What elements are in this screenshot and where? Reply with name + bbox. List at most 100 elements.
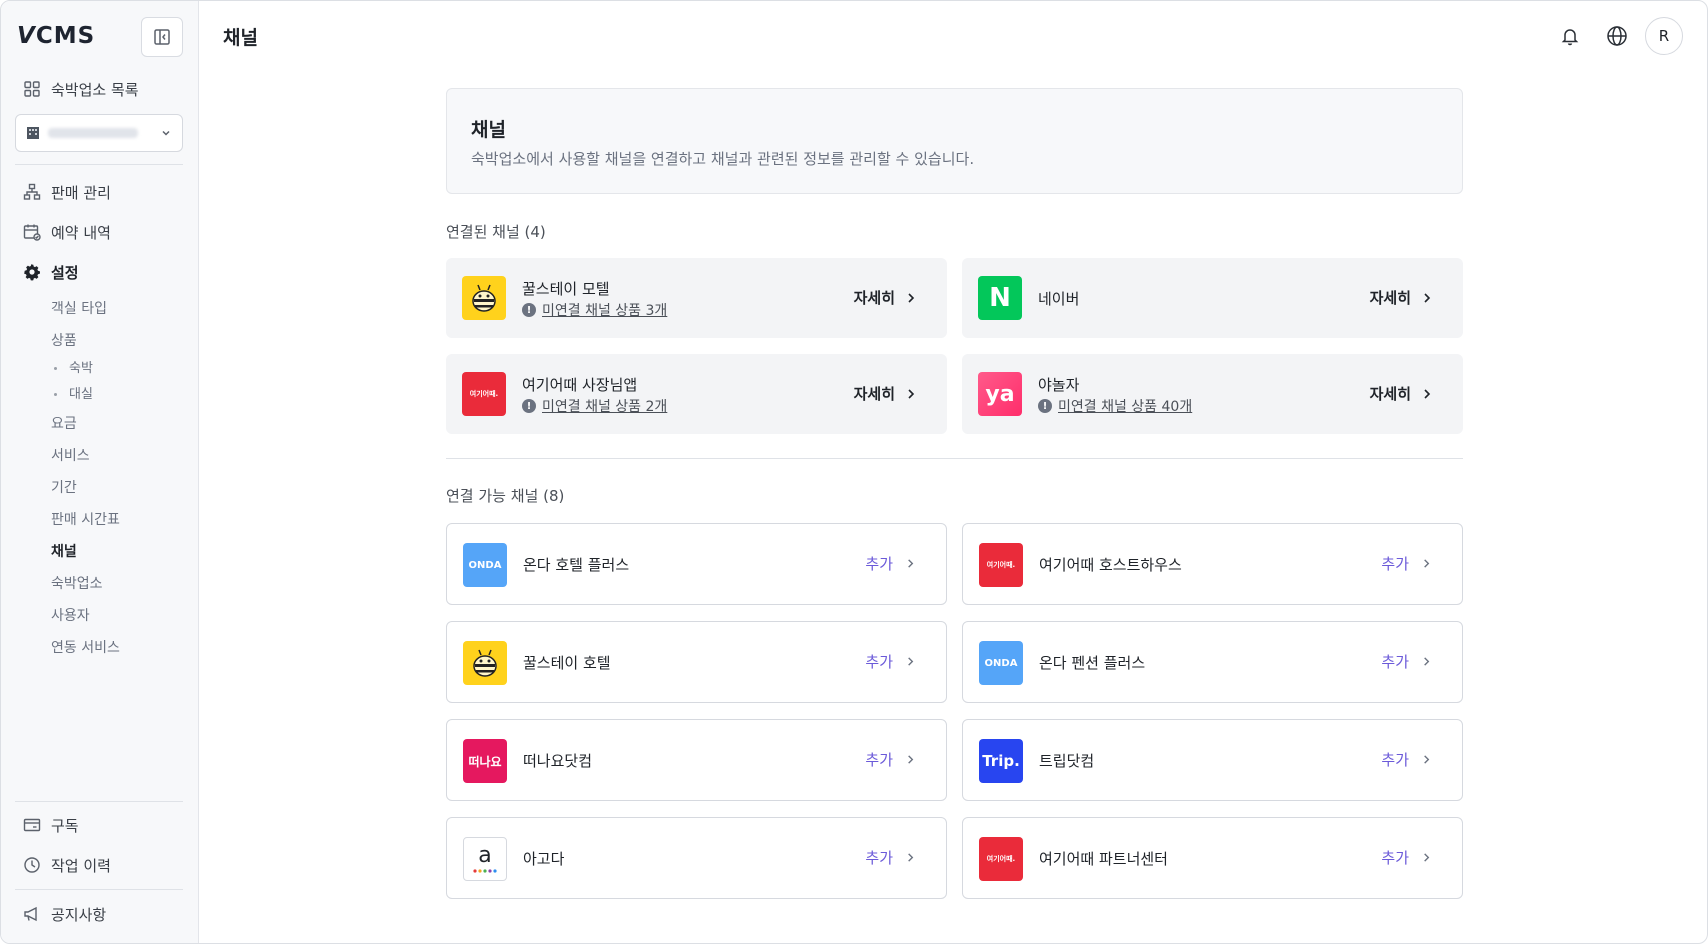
app-logo[interactable]: VCMS xyxy=(17,23,96,49)
sidebar-sub-users[interactable]: 사용자 xyxy=(51,608,90,624)
connected-channel-card[interactable]: 꿀스테이 모텔 ! 미연결 채널 상품 3개 자세히 xyxy=(446,258,947,338)
sidebar-item-label: 판매 관리 xyxy=(51,183,111,202)
sidebar-divider xyxy=(15,801,183,802)
globe-icon xyxy=(1607,26,1627,46)
add-channel-button[interactable]: 추가 xyxy=(1381,553,1432,574)
available-channel-card[interactable]: 꿀스테이 호텔 추가 xyxy=(446,621,947,703)
available-channel-card[interactable]: Trip. 트립닷컴 추가 xyxy=(962,719,1463,801)
detail-label: 자세히 xyxy=(1369,289,1411,307)
chevron-right-icon xyxy=(1424,853,1430,862)
property-name xyxy=(48,128,138,138)
page-title: 채널 xyxy=(223,27,258,49)
sidebar-item-reservations[interactable]: 예약 내역 xyxy=(23,219,111,245)
unlinked-products-link[interactable]: 미연결 채널 상품 3개 xyxy=(542,303,668,319)
channel-detail-button[interactable]: 자세히 xyxy=(1370,383,1433,404)
channel-name: 떠나요닷컴 xyxy=(523,752,593,770)
calendar-check-icon xyxy=(23,224,41,241)
intro-description: 숙박업소에서 사용할 채널을 연결하고 채널과 관련된 정보를 관리할 수 있습… xyxy=(471,150,975,168)
chevron-right-icon xyxy=(1424,755,1430,764)
connected-channel-card[interactable]: 여기어때. 여기어때 사장님앱 ! 미연결 채널 상품 2개 자세히 xyxy=(446,354,947,434)
add-label: 추가 xyxy=(865,653,893,671)
channel-name: 트립닷컴 xyxy=(1039,752,1095,770)
chevron-right-icon xyxy=(908,657,914,666)
sidebar-item-label: 설정 xyxy=(51,263,79,282)
detail-label: 자세히 xyxy=(853,385,895,403)
add-channel-button[interactable]: 추가 xyxy=(1381,847,1432,868)
building-icon xyxy=(27,127,39,139)
add-label: 추가 xyxy=(865,849,893,867)
sidebar-item-sales[interactable]: 판매 관리 xyxy=(23,179,111,205)
channel-name: 네이버 xyxy=(1038,290,1080,308)
available-channel-card[interactable]: ONDA 온다 펜션 플러스 추가 xyxy=(962,621,1463,703)
channel-detail-button[interactable]: 자세히 xyxy=(854,383,917,404)
sidebar-subsub-stay[interactable]: 숙박 xyxy=(54,357,93,376)
sidebar-sub-services[interactable]: 서비스 xyxy=(51,448,90,464)
add-label: 추가 xyxy=(865,751,893,769)
unlinked-products-notice: ! 미연결 채널 상품 3개 xyxy=(522,300,667,320)
sidebar-sub-periods[interactable]: 기간 xyxy=(51,480,77,496)
available-channels-title: 연결 가능 채널 (8) xyxy=(446,487,565,505)
chevron-right-icon xyxy=(1424,657,1430,666)
channel-name: 여기어때 파트너센터 xyxy=(1039,850,1168,868)
add-channel-button[interactable]: 추가 xyxy=(865,553,916,574)
sidebar-sub-property[interactable]: 숙박업소 xyxy=(51,576,103,592)
available-channel-card[interactable]: ONDA 온다 호텔 플러스 추가 xyxy=(446,523,947,605)
unlinked-products-link[interactable]: 미연결 채널 상품 40개 xyxy=(1058,399,1193,415)
property-select[interactable] xyxy=(15,114,183,152)
sidebar-sub-room-type[interactable]: 객실 타입 xyxy=(51,301,107,317)
sidebar-item-history[interactable]: 작업 이력 xyxy=(23,852,111,878)
sidebar-item-subscription[interactable]: 구독 xyxy=(23,812,79,838)
onda-logo: ONDA xyxy=(463,543,507,587)
connected-channel-card[interactable]: ya 야놀자 ! 미연결 채널 상품 40개 자세히 xyxy=(962,354,1463,434)
ddnayo-logo: 떠나요 xyxy=(463,739,507,783)
sidebar-sub-channels[interactable]: 채널 xyxy=(51,544,77,560)
section-divider xyxy=(446,458,1463,459)
chevron-right-icon xyxy=(908,755,914,764)
intro-panel: 채널 숙박업소에서 사용할 채널을 연결하고 채널과 관련된 정보를 관리할 수… xyxy=(446,88,1463,194)
user-avatar[interactable]: R xyxy=(1645,17,1683,55)
sidebar-item-notices[interactable]: 공지사항 xyxy=(23,901,106,927)
detail-label: 자세히 xyxy=(1369,385,1411,403)
channel-detail-button[interactable]: 자세히 xyxy=(854,287,917,308)
sidebar-sub-products[interactable]: 상품 xyxy=(51,333,77,349)
sidebar-collapse-icon xyxy=(154,29,170,45)
add-channel-button[interactable]: 추가 xyxy=(865,749,916,770)
available-channel-card[interactable]: 여기어때. 여기어때 호스트하우스 추가 xyxy=(962,523,1463,605)
history-icon xyxy=(24,857,40,873)
collapse-sidebar-button[interactable] xyxy=(141,17,183,57)
sidebar-sub-integrations[interactable]: 연동 서비스 xyxy=(51,640,120,656)
add-channel-button[interactable]: 추가 xyxy=(1381,651,1432,672)
notifications-button[interactable] xyxy=(1557,23,1583,49)
sidebar-item-property-list[interactable]: 숙박업소 목록 xyxy=(23,76,139,102)
sidebar-subsub-label: 대실 xyxy=(69,387,93,402)
sidebar-item-label: 숙박업소 목록 xyxy=(51,80,139,99)
sidebar-item-settings[interactable]: 설정 xyxy=(23,259,79,285)
unlinked-products-notice: ! 미연결 채널 상품 2개 xyxy=(522,396,667,416)
info-icon: ! xyxy=(1038,399,1052,413)
available-channel-card[interactable]: a 아고다 추가 xyxy=(446,817,947,899)
ggulstay-logo xyxy=(463,641,507,685)
sidebar-item-label: 예약 내역 xyxy=(51,223,111,242)
add-channel-button[interactable]: 추가 xyxy=(1381,749,1432,770)
sidebar-subsub-dayuse[interactable]: 대실 xyxy=(54,383,93,402)
chevron-right-icon xyxy=(908,388,915,399)
add-channel-button[interactable]: 추가 xyxy=(865,847,916,868)
available-channel-card[interactable]: 여기어때. 여기어때 파트너센터 추가 xyxy=(962,817,1463,899)
unlinked-products-link[interactable]: 미연결 채널 상품 2개 xyxy=(542,399,668,415)
chevron-down-icon xyxy=(162,130,170,136)
sidebar-sub-sales-schedule[interactable]: 판매 시간표 xyxy=(51,512,120,528)
channel-detail-button[interactable]: 자세히 xyxy=(1370,287,1433,308)
megaphone-icon xyxy=(24,906,37,922)
add-label: 추가 xyxy=(1381,653,1409,671)
add-channel-button[interactable]: 추가 xyxy=(865,651,916,672)
bullet-icon xyxy=(54,393,57,396)
language-button[interactable] xyxy=(1604,23,1630,49)
bell-icon xyxy=(1561,29,1579,46)
chevron-right-icon xyxy=(1424,292,1431,303)
connected-channel-card[interactable]: N 네이버 자세히 xyxy=(962,258,1463,338)
chevron-right-icon xyxy=(1424,388,1431,399)
available-channel-card[interactable]: 떠나요 떠나요닷컴 추가 xyxy=(446,719,947,801)
sidebar-sub-rates[interactable]: 요금 xyxy=(51,416,77,432)
channel-name: 온다 호텔 플러스 xyxy=(523,556,630,574)
sidebar: VCMS 숙박업소 목록 판매 관리 예약 내역 설정 객실 타입 상품 숙 xyxy=(1,1,199,943)
